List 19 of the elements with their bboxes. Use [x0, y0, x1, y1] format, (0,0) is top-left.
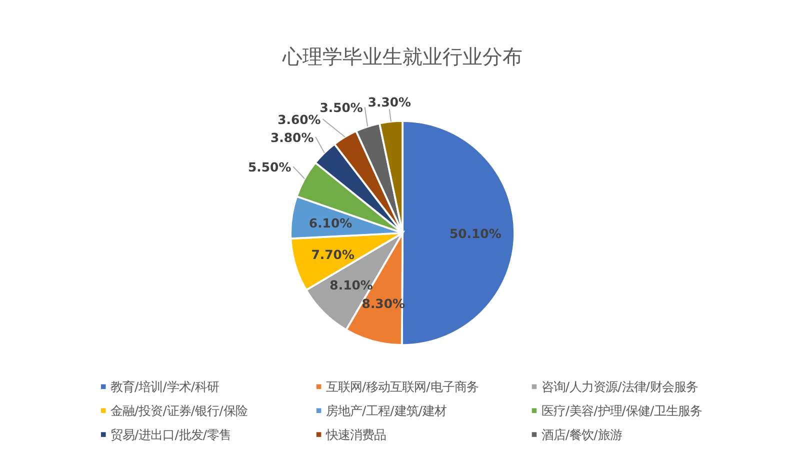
chart-title: 心理学毕业生就业行业分布: [282, 44, 523, 69]
data-label: 3.30%: [368, 94, 412, 110]
data-label: 3.50%: [320, 100, 364, 116]
data-label: 3.80%: [270, 130, 314, 145]
legend-label: 房地产/工程/建筑/建材: [326, 402, 447, 418]
legend-label: 互联网/移动互联网/电子商务: [326, 378, 478, 394]
legend-label: 快速消费品: [324, 426, 386, 442]
data-label: 8.10%: [330, 277, 374, 292]
legend-label: 酒店/餐饮/旅游: [541, 426, 622, 442]
legend-label: 咨询/人力资源/法律/财会服务: [541, 378, 698, 394]
legend-label: 教育/培训/学术/科研: [110, 378, 220, 394]
data-label: 6.10%: [308, 216, 353, 231]
legend-label: 贸易/进出口/批发/零售: [110, 426, 232, 442]
legend-label: 金融/投资/证券/银行/保险: [110, 402, 248, 418]
data-label: 3.60%: [278, 112, 322, 127]
data-label: 5.50%: [248, 159, 292, 174]
legend-label: 医疗/美容/护理/保健/卫生服务: [541, 402, 702, 418]
data-label: 7.70%: [311, 246, 355, 262]
data-label: 50.10%: [449, 226, 502, 242]
